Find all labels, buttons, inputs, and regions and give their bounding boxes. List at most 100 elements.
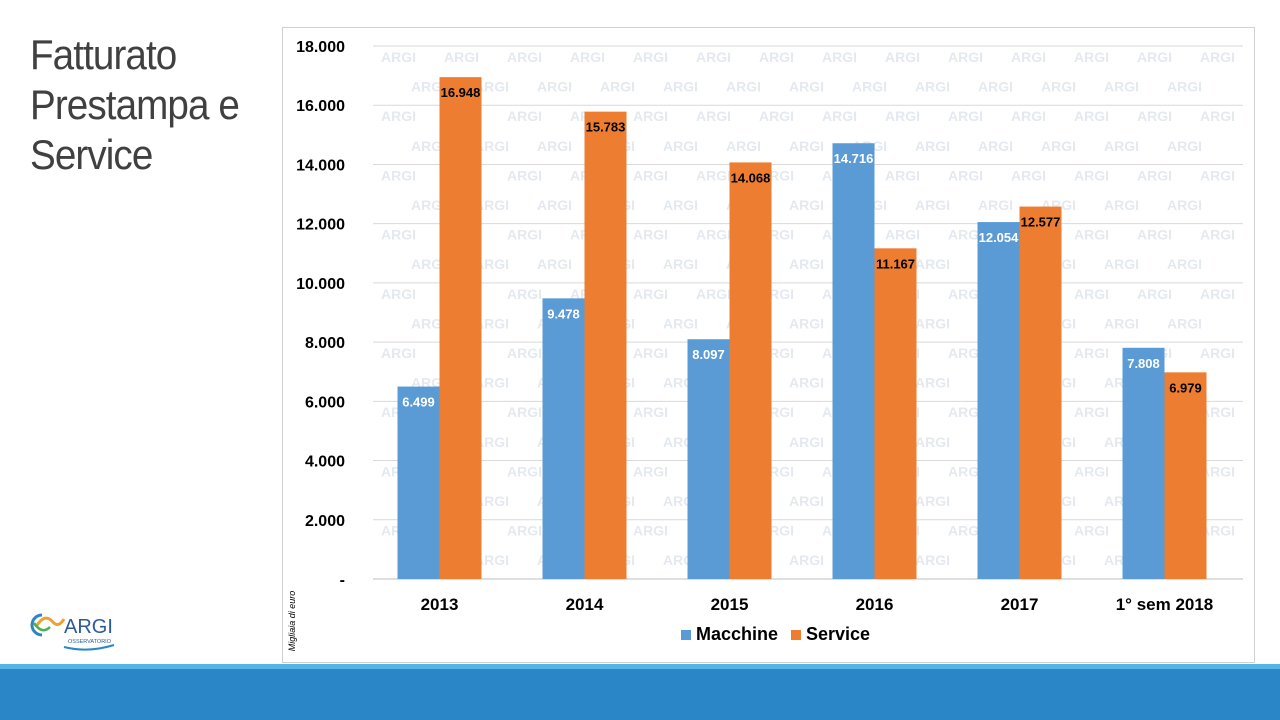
legend-label-macchine: Macchine <box>696 624 778 644</box>
y-tick-label: 6.000 <box>305 394 345 411</box>
watermark-text: ARGI <box>1011 49 1046 65</box>
watermark-text: ARGI <box>948 404 983 420</box>
data-label: 7.808 <box>1127 356 1160 371</box>
watermark-text: ARGI <box>696 108 731 124</box>
watermark-text: ARGI <box>633 463 668 479</box>
data-label: 12.577 <box>1021 215 1061 230</box>
x-tick-label: 2016 <box>856 595 894 614</box>
watermark-text: ARGI <box>1074 49 1109 65</box>
data-label: 16.948 <box>441 85 481 100</box>
watermark-text: ARGI <box>852 79 887 95</box>
watermark-text: ARGI <box>948 286 983 302</box>
watermark-text: ARGI <box>1074 227 1109 243</box>
watermark-text: ARGI <box>411 197 446 213</box>
watermark-text: ARGI <box>915 138 950 154</box>
footer-bar <box>0 664 1280 720</box>
watermark-text: ARGI <box>1200 49 1235 65</box>
watermark-text: ARGI <box>696 286 731 302</box>
watermark-text: ARGI <box>915 197 950 213</box>
x-tick-label: 1° sem 2018 <box>1116 595 1214 614</box>
watermark-text: ARGI <box>1074 108 1109 124</box>
watermark-text: ARGI <box>1011 167 1046 183</box>
watermark-text: ARGI <box>1074 404 1109 420</box>
bar-macchine <box>977 222 1020 579</box>
watermark-text: ARGI <box>507 167 542 183</box>
bar-macchine <box>832 143 875 579</box>
watermark-text: ARGI <box>507 227 542 243</box>
watermark-text: ARGI <box>1137 227 1172 243</box>
watermark-text: ARGI <box>978 79 1013 95</box>
watermark-text: ARGI <box>507 49 542 65</box>
watermark-text: ARGI <box>789 434 824 450</box>
watermark-text: ARGI <box>381 227 416 243</box>
watermark-text: ARGI <box>1200 404 1235 420</box>
watermark-text: ARGI <box>570 49 605 65</box>
bar-service <box>729 162 772 579</box>
watermark-text: ARGI <box>633 345 668 361</box>
watermark-text: ARGI <box>537 79 572 95</box>
data-label: 6.979 <box>1169 380 1202 395</box>
watermark-text: ARGI <box>948 108 983 124</box>
watermark-text: ARGI <box>1167 138 1202 154</box>
y-tick-label: 12.000 <box>296 217 345 234</box>
watermark-text: ARGI <box>1167 256 1202 272</box>
watermark-text: ARGI <box>381 345 416 361</box>
watermark-text: ARGI <box>915 315 950 331</box>
watermark-text: ARGI <box>381 49 416 65</box>
watermark-text: ARGI <box>444 49 479 65</box>
bar-macchine <box>687 339 730 579</box>
watermark-text: ARGI <box>663 256 698 272</box>
watermark-text: ARGI <box>948 463 983 479</box>
watermark-text: ARGI <box>663 315 698 331</box>
y-tick-label: 14.000 <box>296 157 345 174</box>
bar-chart: ARGI ARGI ARGI ARGI ARGI ARGI ARGI ARGI ARGI ARGI… <box>287 39 1243 652</box>
watermark-text: ARGI <box>1137 167 1172 183</box>
watermark-text: ARGI <box>1104 197 1139 213</box>
watermark-text: ARGI <box>1167 315 1202 331</box>
watermark-text: ARGI <box>1137 49 1172 65</box>
watermark-text: ARGI <box>789 197 824 213</box>
watermark-text: ARGI <box>696 49 731 65</box>
watermark-text: ARGI <box>381 167 416 183</box>
watermark-text: ARGI <box>507 108 542 124</box>
y-axis-label: Migliaia di euro <box>287 591 297 652</box>
bar-service <box>874 248 917 580</box>
watermark-text: ARGI <box>633 108 668 124</box>
watermark-text: ARGI <box>381 286 416 302</box>
watermark-text: ARGI <box>507 404 542 420</box>
watermark-text: ARGI <box>948 345 983 361</box>
watermark-text: ARGI <box>915 79 950 95</box>
watermark-text: ARGI <box>789 552 824 568</box>
legend-label-service: Service <box>806 624 870 644</box>
y-tick-label: - <box>340 572 345 589</box>
data-label: 6.499 <box>402 395 435 410</box>
bar-macchine <box>542 298 585 579</box>
watermark-text: ARGI <box>1104 315 1139 331</box>
watermark-text: ARGI <box>726 79 761 95</box>
watermark-text: ARGI <box>1074 167 1109 183</box>
watermark-text: ARGI <box>696 167 731 183</box>
y-tick-label: 10.000 <box>296 276 345 293</box>
watermark-text: ARGI <box>1137 286 1172 302</box>
watermark-text: ARGI <box>1167 79 1202 95</box>
data-label: 11.167 <box>876 256 915 271</box>
watermark-text: ARGI <box>411 138 446 154</box>
watermark-text: ARGI <box>978 197 1013 213</box>
x-tick-label: 2015 <box>711 595 749 614</box>
watermark-text: ARGI <box>822 108 857 124</box>
watermark-text: ARGI <box>633 286 668 302</box>
watermark-text: ARGI <box>381 108 416 124</box>
watermark-text: ARGI <box>915 552 950 568</box>
watermark-text: ARGI <box>537 256 572 272</box>
watermark-text: ARGI <box>1104 138 1139 154</box>
x-tick-label: 2017 <box>1001 595 1039 614</box>
watermark-text: ARGI <box>411 256 446 272</box>
watermark-text: ARGI <box>663 197 698 213</box>
watermark-text: ARGI <box>474 434 509 450</box>
bar-service <box>1164 372 1207 579</box>
watermark-text: ARGI <box>633 227 668 243</box>
y-tick-label: 16.000 <box>296 98 345 115</box>
watermark-text: ARGI <box>978 138 1013 154</box>
watermark-text: ARGI <box>885 227 920 243</box>
watermark-text: ARGI <box>1074 523 1109 539</box>
